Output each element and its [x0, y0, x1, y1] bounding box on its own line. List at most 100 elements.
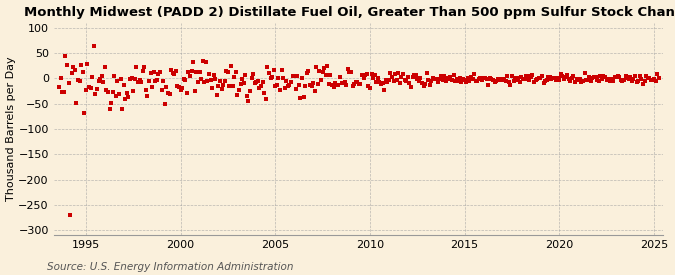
Point — [354, 82, 364, 86]
Point — [579, 71, 590, 76]
Point — [302, 71, 313, 75]
Point — [289, 74, 300, 79]
Point — [389, 72, 400, 76]
Point — [570, 79, 580, 84]
Point — [80, 87, 91, 92]
Point — [473, 77, 484, 82]
Point — [259, 91, 269, 96]
Point — [541, 78, 552, 82]
Point — [186, 68, 197, 73]
Point — [240, 73, 250, 77]
Point — [117, 106, 128, 111]
Point — [614, 75, 624, 79]
Point — [593, 78, 604, 83]
Point — [76, 63, 86, 67]
Point — [620, 74, 631, 78]
Point — [136, 80, 146, 85]
Point — [71, 101, 82, 105]
Point — [188, 60, 198, 64]
Point — [249, 81, 260, 86]
Point — [652, 72, 663, 76]
Point — [583, 78, 593, 82]
Point — [298, 94, 309, 99]
Point — [611, 75, 622, 80]
Point — [531, 77, 541, 82]
Point — [374, 79, 385, 84]
Point — [502, 74, 512, 79]
Point — [481, 77, 492, 81]
Point — [92, 87, 103, 91]
Point — [153, 72, 164, 76]
Point — [63, 81, 74, 85]
Point — [508, 79, 519, 83]
Point — [207, 86, 217, 90]
Point — [306, 84, 317, 88]
Point — [486, 76, 497, 81]
Point — [468, 72, 479, 76]
Point — [409, 73, 420, 77]
Point — [377, 80, 388, 85]
Point — [522, 74, 533, 78]
Point — [68, 64, 79, 69]
Point — [155, 70, 165, 74]
Point — [559, 77, 570, 81]
Point — [630, 74, 641, 78]
Point — [505, 83, 516, 87]
Point — [107, 90, 118, 94]
Point — [631, 80, 642, 84]
Point — [185, 74, 196, 79]
Point — [485, 76, 495, 81]
Point — [327, 83, 338, 87]
Point — [364, 86, 375, 90]
Point — [282, 84, 293, 88]
Point — [215, 79, 225, 83]
Point — [177, 86, 188, 90]
Point — [410, 73, 421, 77]
Point — [325, 73, 336, 78]
Point — [79, 111, 90, 115]
Point — [617, 78, 628, 83]
Point — [340, 80, 350, 84]
Point — [562, 72, 572, 77]
Point — [352, 79, 362, 84]
Point — [70, 68, 80, 72]
Point — [113, 92, 124, 96]
Point — [554, 77, 565, 82]
Point — [101, 88, 112, 92]
Point — [61, 62, 72, 67]
Point — [506, 74, 517, 78]
Point — [392, 78, 402, 82]
Point — [537, 74, 547, 78]
Point — [516, 75, 526, 79]
Point — [598, 74, 609, 79]
Point — [317, 70, 328, 75]
Point — [396, 75, 407, 79]
Point — [495, 77, 506, 81]
Point — [369, 73, 380, 77]
Point — [511, 78, 522, 82]
Point — [165, 68, 176, 72]
Point — [420, 81, 431, 86]
Point — [130, 76, 140, 81]
Point — [321, 73, 331, 78]
Point — [535, 76, 546, 81]
Point — [382, 80, 393, 84]
Point — [158, 79, 169, 83]
Point — [492, 77, 503, 81]
Point — [358, 76, 369, 80]
Point — [59, 90, 70, 94]
Point — [243, 99, 254, 103]
Point — [125, 77, 136, 81]
Point — [224, 84, 235, 88]
Point — [126, 76, 137, 80]
Point — [653, 75, 664, 80]
Point — [261, 97, 271, 101]
Point — [163, 91, 173, 95]
Point — [612, 74, 623, 78]
Point — [487, 77, 498, 82]
Point — [331, 83, 342, 87]
Point — [545, 75, 556, 79]
Point — [221, 68, 232, 73]
Point — [314, 69, 325, 73]
Point — [421, 71, 432, 76]
